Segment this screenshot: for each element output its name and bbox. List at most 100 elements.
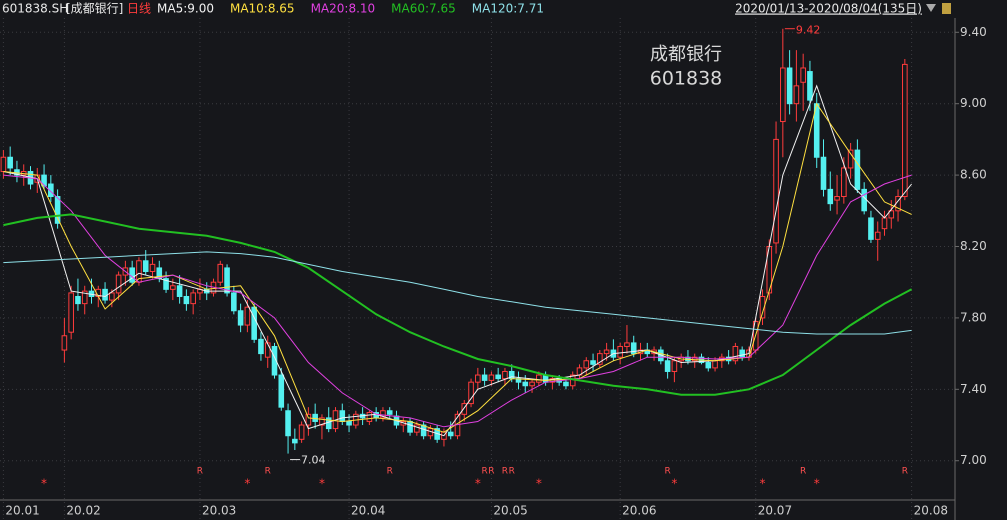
event-marker: * (814, 477, 820, 491)
legend-entry: MA60:7.65 (391, 2, 456, 16)
candle-body (183, 295, 190, 305)
event-marker: * (760, 477, 766, 491)
stock-code: 601838.SH (2, 2, 68, 16)
candle-body (271, 345, 278, 376)
event-marker: * (244, 477, 250, 491)
candle-body (868, 217, 874, 240)
date-range[interactable]: 2020/01/13-2020/08/04(135日) (735, 2, 922, 16)
candle-body (800, 67, 806, 83)
ma-line (3, 84, 912, 437)
event-marker: R (265, 467, 271, 477)
candle-body (386, 410, 393, 415)
candle-body (447, 431, 454, 437)
x-tick-label: 20.08 (914, 504, 948, 518)
watermark-code: 601838 (650, 68, 723, 90)
candle-body (7, 156, 13, 169)
candle-body (68, 292, 74, 333)
candle-body (759, 295, 766, 319)
candle-body (495, 374, 501, 380)
event-marker: * (536, 477, 542, 491)
candle-body (163, 278, 169, 290)
legend-entry: MA10:8.65 (230, 2, 295, 16)
candle-body (81, 290, 88, 305)
candle-body (563, 381, 569, 387)
candle-body (190, 292, 196, 305)
candle-body (176, 285, 183, 297)
legend-entry: MA20:8.10 (311, 2, 376, 16)
y-tick-label: 7.40 (960, 382, 987, 396)
ma-line (3, 213, 913, 396)
y-tick-label: 8.20 (960, 239, 987, 253)
candle-body (739, 349, 745, 358)
candle-body (475, 374, 481, 383)
dropdown-icon[interactable] (926, 4, 936, 12)
candle-body (346, 420, 352, 426)
candle-body (75, 295, 81, 305)
x-tick-label: 20.01 (5, 504, 39, 518)
candle-body (305, 413, 312, 426)
candle-body (888, 210, 895, 219)
candle-body (705, 362, 712, 369)
candle-body (237, 310, 244, 326)
legend-entry: MA120:7.71 (472, 2, 544, 16)
candle-body (488, 374, 495, 381)
lock-icon[interactable] (942, 3, 951, 14)
candle-body (115, 274, 122, 294)
candle-body (41, 174, 47, 187)
y-tick-label: 9.40 (960, 25, 987, 39)
candle-body (881, 217, 888, 230)
candle-body (149, 263, 156, 272)
candle-body (109, 292, 115, 301)
candle-body (366, 412, 373, 422)
annotation-label: 7.04 (301, 454, 326, 467)
candle-body (61, 335, 68, 351)
event-marker: R (902, 467, 908, 477)
annotation-label: 9.42 (796, 24, 821, 37)
candle-body (244, 306, 251, 326)
candle-body (874, 231, 881, 240)
candle-body (522, 381, 529, 387)
candle-body (664, 360, 671, 372)
candle-body (597, 353, 603, 365)
candle-body (407, 420, 413, 433)
y-tick-label: 8.60 (960, 168, 987, 182)
event-marker: R (488, 467, 494, 477)
candle-body (780, 67, 786, 123)
candle-body (854, 149, 861, 190)
candle-body (793, 85, 800, 105)
candle-body (142, 260, 149, 272)
event-marker: * (319, 477, 325, 491)
candle-body (319, 417, 325, 426)
candle-body (224, 267, 230, 294)
candle-body (590, 360, 596, 365)
candle-body (251, 306, 257, 340)
candle-body (339, 410, 346, 422)
x-tick-label: 20.07 (758, 504, 792, 518)
ma-line (3, 102, 912, 433)
candle-body (773, 138, 779, 244)
candle-body (671, 360, 678, 372)
ma-line (3, 174, 912, 428)
candle-body (312, 413, 318, 422)
candle-body (461, 403, 468, 415)
x-tick-label: 20.03 (202, 504, 236, 518)
candle-body (502, 370, 508, 380)
legend-entry: MA5:9.00 (157, 2, 214, 16)
period: 日线 (127, 2, 151, 16)
candle-body (820, 156, 827, 190)
candle-body (624, 342, 630, 347)
candle-body (691, 356, 698, 362)
y-tick-label: 7.00 (960, 453, 987, 467)
event-marker: R (197, 467, 203, 477)
candle-body (217, 263, 224, 283)
candle-body (285, 410, 291, 437)
candle-body (529, 381, 535, 387)
candle-body (583, 360, 590, 369)
candle-body (834, 196, 840, 201)
y-tick-label: 9.00 (960, 96, 987, 110)
candle-body (807, 71, 813, 101)
candle-body (536, 374, 542, 383)
x-tick-label: 20.04 (351, 504, 385, 518)
candle-body (54, 196, 61, 224)
